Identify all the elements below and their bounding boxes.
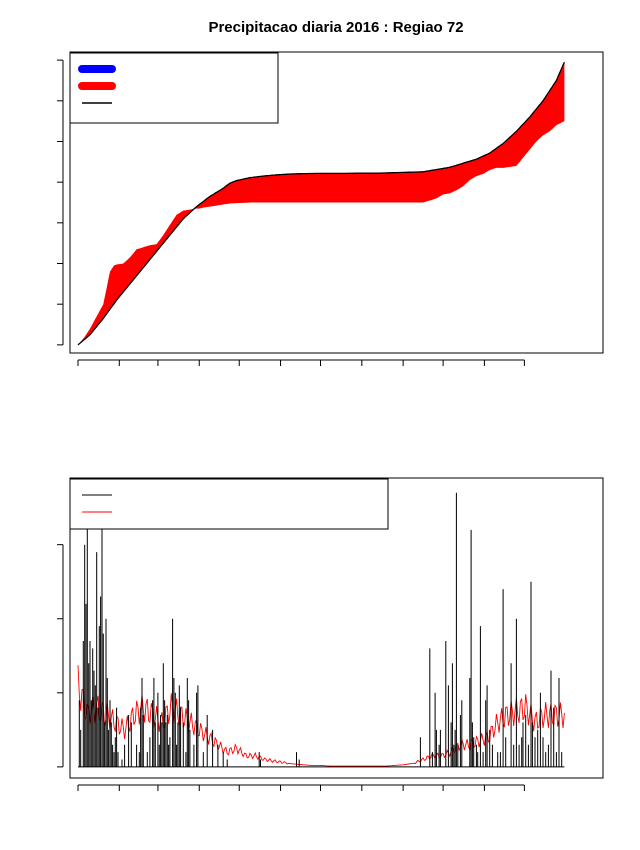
daily-precipitation-chart	[57, 477, 604, 791]
chart-title: Precipitacao diaria 2016 : Regiao 72	[208, 19, 463, 36]
observed-daily-rain-line	[78, 492, 565, 768]
y-axis	[57, 59, 64, 346]
legend	[69, 478, 389, 530]
cumulative-precipitation-chart	[57, 51, 604, 366]
plot-frame	[69, 477, 604, 779]
legend-box	[69, 478, 389, 530]
x-axis	[77, 359, 525, 366]
climatology-cumulative-line	[77, 61, 565, 346]
plot-frame	[69, 51, 604, 354]
legend	[69, 52, 279, 124]
x-axis	[77, 784, 525, 791]
y-axis	[57, 544, 64, 768]
climatology-daily-line	[77, 665, 565, 767]
